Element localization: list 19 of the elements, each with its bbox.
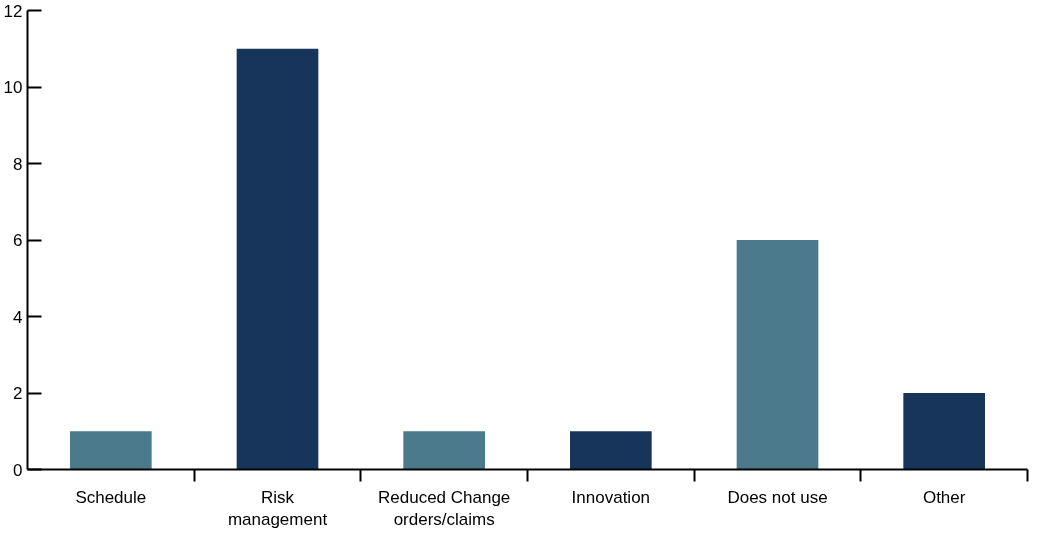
y-tick-label: 4 [13, 307, 23, 327]
bar [570, 431, 652, 470]
x-tick-label: Risk management [227, 487, 328, 530]
y-tick-label: 10 [3, 78, 23, 97]
x-tick-label: Innovation [571, 487, 651, 507]
x-tick-label: Does not use [727, 487, 828, 507]
bar [236, 48, 319, 470]
bar [903, 393, 985, 470]
y-tick-label: 0 [13, 460, 23, 480]
bar [736, 240, 819, 470]
x-tick-label: Other [922, 487, 966, 507]
y-tick-label: 2 [13, 384, 23, 403]
x-tick-label: Schedule [75, 487, 147, 507]
x-tick-label: Reduced Change orders/claims [378, 487, 511, 530]
bar [403, 431, 485, 470]
bar [70, 431, 152, 470]
y-tick-label: 8 [13, 154, 23, 174]
y-tick-label: 6 [13, 231, 23, 250]
y-tick-label: 12 [3, 1, 23, 21]
